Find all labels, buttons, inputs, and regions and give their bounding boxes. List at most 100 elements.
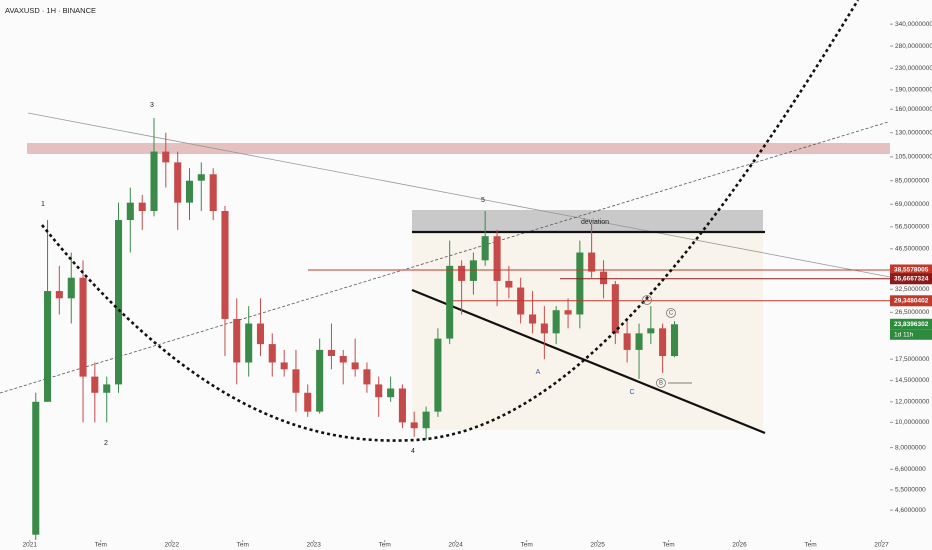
candle-body [410, 422, 418, 429]
candle-body [398, 388, 406, 423]
parabola [40, 0, 860, 442]
y-tick-label: 230,0000000 [895, 65, 932, 72]
candle-body [185, 180, 194, 203]
candle-body [292, 369, 300, 393]
wave-label: 1 [41, 201, 45, 208]
price-label-box [890, 318, 932, 330]
x-tick-label: 2025 [590, 542, 605, 549]
y-tick-label: 69,0000000 [895, 201, 930, 208]
symbol-title: AVAXUSD · 1H · BINANCE [5, 6, 96, 15]
price-label-box [890, 295, 932, 307]
y-tick-label: 12,0000000 [895, 399, 930, 406]
candle-body [221, 210, 229, 319]
y-tick-label: 190,0000000 [895, 87, 932, 94]
candle-body [114, 220, 123, 385]
candle-body [339, 356, 347, 363]
wave-label: 2 [104, 440, 108, 447]
candle-body [469, 260, 477, 281]
candle-body [268, 344, 276, 363]
candle-body [91, 376, 99, 393]
candle-body [670, 324, 679, 357]
candle-body [434, 338, 442, 412]
candle-body [659, 328, 667, 357]
x-tick-label: 2023 [306, 542, 321, 549]
wave-label: A [645, 298, 649, 304]
x-tick-label: 2027 [874, 542, 889, 549]
y-tick-label: 85,0000000 [895, 177, 930, 184]
candle-body [540, 323, 548, 334]
price-label: 35,6667324 [894, 275, 929, 282]
candle-body [387, 388, 395, 398]
y-tick-label: 26,5000000 [895, 309, 930, 316]
y-tick-label: 56,5000000 [895, 224, 930, 231]
wave-label: 5 [481, 197, 485, 204]
y-tick-label: 17,5000000 [895, 356, 930, 363]
candle-body [493, 236, 501, 281]
wave-label: A [536, 369, 541, 376]
trend-line [27, 112, 891, 278]
x-tick-label: Tem [804, 542, 816, 549]
x-tick-label: 2021 [23, 542, 38, 549]
candle-body [150, 151, 158, 211]
candle-body [363, 369, 371, 385]
y-tick-label: 6,6000000 [895, 466, 926, 473]
candle-body [304, 392, 312, 412]
candle-body [103, 384, 111, 393]
candle-body [552, 310, 560, 334]
candle-body [126, 202, 134, 221]
y-tick-label: 14,5000000 [895, 377, 930, 384]
y-tick-label: 130,0000000 [895, 129, 932, 136]
wave-label: deviation [581, 219, 609, 226]
wave-circle [666, 308, 676, 318]
x-tick-label: Tem [520, 542, 532, 549]
countdown-box [890, 329, 932, 340]
price-label-box [890, 273, 932, 285]
wave-label: 3 [150, 102, 154, 109]
x-tick-label: Tem [662, 542, 674, 549]
wave-label: C [669, 311, 674, 317]
candle-body [576, 252, 584, 315]
x-tick-label: 2022 [165, 542, 180, 549]
y-tick-label: 340,0000000 [895, 21, 932, 28]
x-tick-label: 2026 [732, 542, 747, 549]
y-tick-label: 46,5000000 [895, 246, 930, 253]
time-axis [0, 540, 932, 550]
candle-body [245, 323, 253, 363]
price-label: 38,5578005 [894, 267, 929, 274]
candle-body [32, 401, 40, 535]
candle-body [197, 174, 205, 181]
x-tick-label: Tem [237, 542, 249, 549]
candle-body [209, 174, 217, 211]
candle-body [351, 362, 359, 370]
countdown: 1d 11h [894, 331, 914, 338]
candle-body [55, 291, 63, 299]
candle-body [375, 384, 383, 398]
deviation-zone [412, 210, 763, 232]
candle-body [588, 252, 596, 272]
price-label: 23,8396302 [894, 321, 929, 328]
wave-label: C [629, 389, 634, 396]
y-tick-label: 8,0000000 [895, 444, 926, 451]
wave-label: 4 [411, 448, 415, 455]
y-tick-label: 105,0000000 [895, 154, 932, 161]
candle-body [564, 310, 572, 315]
resistance-zone [27, 143, 890, 154]
y-tick-label: 160,0000000 [895, 106, 932, 113]
candle-body [67, 277, 75, 299]
y-tick-label: 32,5000000 [895, 286, 930, 293]
wedge-line [411, 288, 766, 435]
candle-body [647, 328, 655, 334]
candle-body [623, 333, 631, 350]
candle-body [446, 265, 454, 339]
candle-body [505, 280, 513, 288]
candle-body [458, 265, 466, 281]
candle-body [256, 323, 265, 345]
marks [32, 118, 890, 550]
candle-body [174, 162, 182, 203]
candle-body [611, 284, 619, 334]
price-label: 29,3480402 [894, 298, 929, 305]
price-label-box [890, 264, 932, 276]
candle-body [635, 333, 643, 350]
